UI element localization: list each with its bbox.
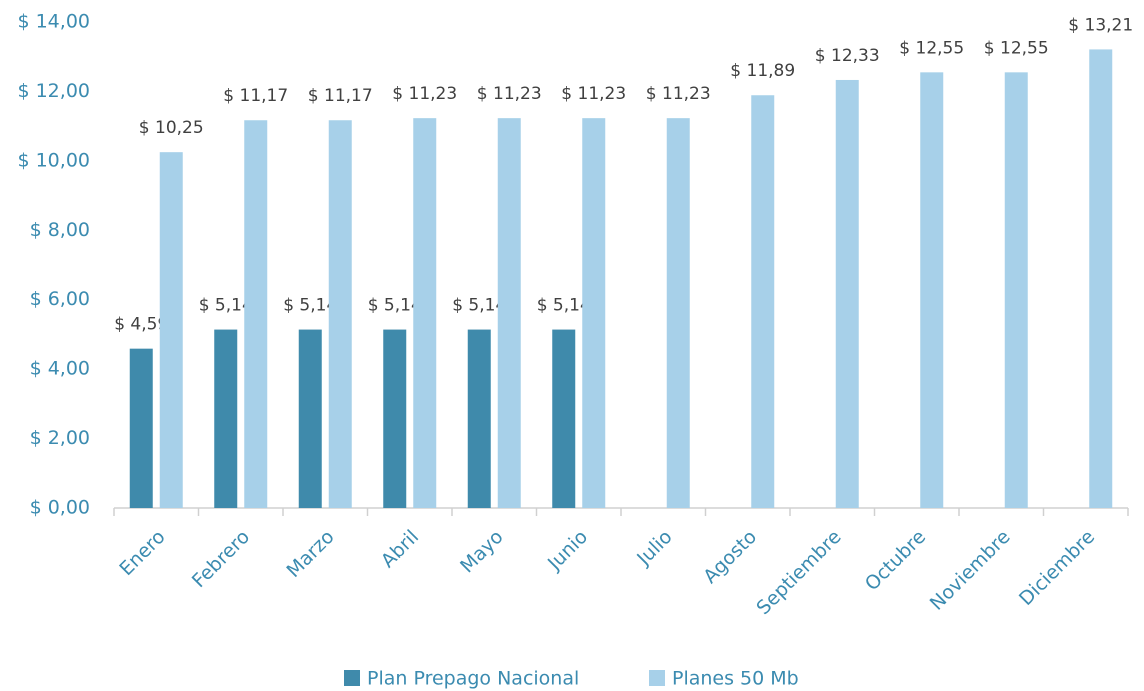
bar xyxy=(413,118,437,508)
data-label: $ 11,89 xyxy=(730,61,795,81)
bar xyxy=(1004,72,1028,508)
y-tick-label: $ 4,00 xyxy=(30,358,90,380)
y-tick-label: $ 6,00 xyxy=(30,288,90,310)
y-tick-label: $ 8,00 xyxy=(30,219,90,241)
legend-label: Plan Prepago Nacional xyxy=(367,668,579,690)
bar xyxy=(159,152,183,508)
x-tick-label: Febrero xyxy=(188,526,254,592)
legend-swatch xyxy=(649,670,665,686)
x-tick-label: Septiembre xyxy=(752,526,845,619)
bar xyxy=(129,348,153,508)
bar xyxy=(552,329,576,508)
data-label: $ 12,55 xyxy=(984,38,1049,58)
data-label: $ 11,17 xyxy=(308,86,373,106)
bar xyxy=(298,329,322,508)
bar xyxy=(467,329,491,508)
bar xyxy=(328,120,352,509)
legend-swatch xyxy=(344,670,360,686)
bar xyxy=(751,95,775,509)
data-label: $ 5,14 xyxy=(537,296,591,316)
data-label: $ 10,25 xyxy=(139,118,204,138)
bar xyxy=(1089,49,1113,508)
data-label: $ 4,59 xyxy=(114,315,168,335)
data-label: $ 5,14 xyxy=(283,296,337,316)
data-label: $ 12,55 xyxy=(899,38,964,58)
x-tick-label: Junio xyxy=(543,526,592,575)
bar xyxy=(244,120,268,509)
legend-label: Planes 50 Mb xyxy=(672,668,799,690)
data-label: $ 12,33 xyxy=(815,46,880,66)
data-label: $ 11,23 xyxy=(392,84,457,104)
data-label: $ 11,23 xyxy=(477,84,542,104)
x-tick-label: Agosto xyxy=(699,526,761,588)
bar xyxy=(582,118,606,508)
bar xyxy=(666,118,690,508)
y-tick-label: $ 0,00 xyxy=(30,497,90,519)
data-label: $ 11,17 xyxy=(223,86,288,106)
data-label: $ 5,14 xyxy=(368,296,422,316)
x-tick-label: Mayo xyxy=(456,526,508,578)
y-tick-label: $ 2,00 xyxy=(30,427,90,449)
bar xyxy=(214,329,238,508)
y-tick-label: $ 12,00 xyxy=(17,80,90,102)
x-tick-label: Diciembre xyxy=(1015,526,1099,610)
bar xyxy=(835,79,859,509)
x-tick-label: Noviembre xyxy=(926,526,1015,615)
x-tick-label: Julio xyxy=(632,526,676,570)
x-tick-label: Marzo xyxy=(282,526,338,582)
bar xyxy=(383,329,407,508)
bar xyxy=(920,72,944,508)
data-label: $ 11,23 xyxy=(646,84,711,104)
bar xyxy=(497,118,521,508)
data-label: $ 13,21 xyxy=(1068,15,1133,35)
x-tick-label: Octubre xyxy=(861,526,930,595)
y-tick-label: $ 14,00 xyxy=(17,11,90,33)
x-tick-label: Enero xyxy=(115,526,169,580)
data-label: $ 5,14 xyxy=(452,296,506,316)
data-label: $ 11,23 xyxy=(561,84,626,104)
data-label: $ 5,14 xyxy=(199,296,253,316)
y-tick-label: $ 10,00 xyxy=(17,149,90,171)
x-tick-label: Abril xyxy=(377,526,423,572)
